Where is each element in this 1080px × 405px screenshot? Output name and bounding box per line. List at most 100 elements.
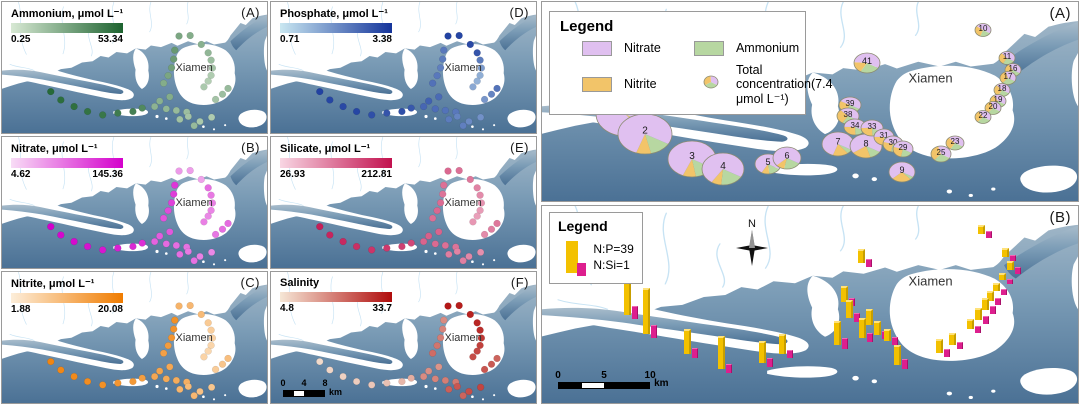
legend-title: Legend — [559, 17, 614, 35]
station-dot — [129, 107, 137, 116]
station-dot — [453, 112, 461, 121]
colorbar-max: 212.81 — [361, 169, 392, 180]
station-dot — [407, 239, 415, 247]
station-dot — [83, 377, 92, 386]
scale-bar-segment — [581, 383, 605, 389]
station-dot — [440, 181, 448, 189]
ammonium-swatch — [693, 40, 724, 56]
colorbar: Nitrate, μmol L⁻¹ 4.62 145.36 — [11, 142, 141, 181]
colorbar-title: Phosphate, μmol L⁻¹ — [280, 8, 388, 20]
scale-unit: km — [329, 387, 343, 397]
nsi-bar — [1015, 267, 1021, 275]
colorbar-title: Salinity — [280, 277, 320, 289]
station-dot — [57, 231, 65, 239]
station-dot — [207, 113, 216, 121]
np-bar — [977, 224, 985, 234]
colorbar: Salinity 4.8 33.7 — [280, 277, 410, 315]
station-dot — [160, 79, 168, 87]
station-dot — [383, 109, 391, 117]
nsi-bar — [1000, 288, 1007, 295]
np-ratio-label: N:P=39 — [593, 241, 634, 256]
np-bar — [846, 300, 854, 319]
station-dot — [211, 365, 220, 374]
nsi-bar — [989, 306, 996, 315]
station-pie: 6 — [772, 146, 802, 170]
station-dot — [480, 365, 489, 374]
nsi-bar — [892, 336, 899, 345]
station-dot — [469, 218, 477, 226]
station-dot — [138, 104, 146, 112]
station-dot — [431, 240, 439, 248]
station-dot — [184, 247, 192, 256]
legend-ratios: Legend N:P=39 N:Si=1 — [548, 211, 643, 284]
station-pie: 2 — [617, 113, 673, 155]
colorbar-gradient — [11, 158, 123, 168]
map-panel-nitrate: Nitrate, μmol L⁻¹ 4.62 145.36 (B) Xiamen — [1, 136, 268, 269]
colorbar-max: 20.08 — [97, 304, 123, 315]
station-dot — [190, 392, 198, 400]
scale-bar-segment — [284, 391, 294, 396]
station-dot — [184, 112, 192, 121]
station-dot — [162, 105, 170, 113]
station-dot — [433, 207, 441, 215]
station-dot — [326, 231, 334, 239]
station-dot — [186, 301, 194, 310]
nsi-bar — [691, 347, 698, 358]
station-dot — [436, 64, 445, 72]
station-dot — [160, 214, 168, 222]
station-dot — [441, 106, 450, 115]
colorbar-ticks: 4.62 145.36 — [11, 168, 123, 181]
station-dot — [167, 199, 176, 207]
colorbar-title: Ammonium, μmol L⁻¹ — [11, 8, 124, 20]
station-dot — [476, 71, 484, 79]
svg-text:7: 7 — [835, 137, 840, 147]
scale-tick: 8 — [322, 378, 328, 388]
svg-text:3: 3 — [689, 151, 695, 162]
station-dot — [204, 184, 212, 192]
station-dot — [99, 381, 107, 389]
colorbar-gradient — [11, 23, 123, 33]
station-dot — [444, 302, 452, 310]
station-dot — [473, 49, 481, 57]
station-dot — [164, 207, 172, 215]
station-dot — [445, 115, 453, 123]
station-dot — [339, 237, 347, 246]
station-dot — [197, 175, 205, 184]
station-dot — [47, 88, 55, 96]
station-dot — [435, 228, 443, 236]
station-dot — [171, 316, 179, 324]
np-bar — [718, 335, 726, 369]
np-bar — [758, 340, 766, 363]
station-pie: 22 — [974, 110, 992, 125]
station-dot — [466, 40, 474, 49]
np-bar — [884, 328, 892, 341]
station-dot — [197, 40, 205, 49]
legend-title: Legend — [557, 217, 608, 234]
colorbar: Silicate, μmol L⁻¹ 26.93 212.81 — [280, 142, 410, 181]
station-dot — [398, 107, 406, 116]
legend-item-total: Total concentration(7.4 μmol L⁻¹) — [735, 62, 833, 106]
np-bar — [893, 344, 901, 365]
station-dot — [425, 97, 433, 105]
np-bar — [966, 319, 974, 330]
station-dot — [218, 225, 227, 233]
svg-text:6: 6 — [784, 151, 789, 161]
station-dot — [476, 341, 484, 349]
map-panel-silicate: Silicate, μmol L⁻¹ 26.93 212.81 (E) Xiamen — [270, 136, 537, 269]
station-dot — [196, 117, 204, 126]
station-dot — [476, 383, 485, 391]
nitrite-swatch — [581, 76, 612, 92]
legend-item-nitrite: Nitrite — [623, 77, 657, 92]
colorbar-max: 145.36 — [92, 169, 123, 180]
np-bar-swatch — [565, 240, 578, 273]
station-dot — [433, 342, 441, 350]
station-dot — [211, 230, 220, 239]
station-dot — [150, 372, 159, 381]
station-dot — [383, 379, 391, 387]
np-bar — [833, 320, 841, 345]
np-bar — [974, 308, 982, 321]
station-dot — [166, 228, 174, 236]
station-dot — [156, 367, 164, 375]
station-dot — [352, 242, 361, 251]
station-dot — [170, 190, 178, 198]
